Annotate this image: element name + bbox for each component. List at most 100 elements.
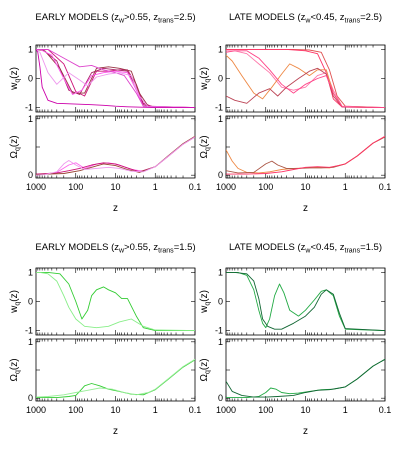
- y-axis-label-top: wq(z): [199, 67, 212, 91]
- omega-series-line-group: [36, 358, 195, 399]
- y-tick-label-top: -1: [25, 103, 33, 113]
- y-tick-label-top: -1: [215, 103, 223, 113]
- x-tick-label: 1000: [26, 182, 46, 192]
- chart-panel-2: LATE MODELS (zw<0.45, ztrans=2.5)1000 100…: [199, 12, 391, 214]
- y-tick-label-top: -1: [215, 326, 223, 336]
- x-axis-label: z: [303, 203, 308, 214]
- title-subscript: trans: [345, 248, 361, 255]
- y-axis-label-bottom: Ωq(z): [9, 358, 22, 381]
- y-tick-label-bottom: 1: [218, 114, 223, 124]
- ylabel-subscript: q: [205, 370, 212, 374]
- x-tick-label: 1000: [216, 182, 236, 192]
- omega-series-line: [226, 135, 385, 175]
- title-text: EARLY MODELS (z: [35, 12, 119, 23]
- ylabel-subscript: q: [15, 302, 22, 306]
- y-tick-label-top: 1: [28, 267, 33, 277]
- y-tick-label-top: 1: [218, 44, 223, 54]
- y-axis-label-top: wq(z): [199, 290, 212, 314]
- ylabel-rest: (z): [199, 358, 210, 370]
- x-tick-label: 0.1: [379, 405, 392, 415]
- w-series-line: [226, 271, 385, 332]
- y-tick-label-top: 0: [218, 74, 223, 84]
- ylabel-main: w: [9, 82, 20, 91]
- x-tick-label: 100: [68, 405, 83, 415]
- title-text: =1.5): [174, 242, 196, 253]
- title-subscript: w: [118, 248, 125, 255]
- x-tick-label: 10: [300, 405, 310, 415]
- w-series-line: [36, 48, 195, 109]
- title-text: LATE MODELS (z: [229, 12, 306, 23]
- ylabel-main: w: [199, 305, 210, 314]
- w-series-line: [226, 50, 385, 109]
- title-text: EARLY MODELS (z: [35, 242, 119, 253]
- title-text: <0.45, z: [310, 242, 344, 253]
- ylabel-subscript: q: [205, 79, 212, 83]
- x-tick-label: 10: [110, 405, 120, 415]
- y-tick-label-top: 1: [28, 44, 33, 54]
- chart-title: LATE MODELS (zw<0.45, ztrans=2.5): [229, 12, 382, 25]
- title-text: =1.5): [360, 242, 382, 253]
- w-series-line: [226, 271, 385, 332]
- x-tick-label: 1: [343, 405, 348, 415]
- top-plot-frame: [225, 267, 386, 336]
- w-series-line-group: [226, 48, 385, 109]
- ylabel-subscript: q: [205, 302, 212, 306]
- x-tick-label: 10: [110, 182, 120, 192]
- x-tick-label: 100: [258, 182, 273, 192]
- title-subscript: w: [118, 18, 125, 25]
- w-series-line: [36, 49, 195, 109]
- omega-series-line: [36, 358, 195, 398]
- w-series-line-group: [36, 48, 195, 109]
- ylabel-subscript: q: [15, 147, 22, 151]
- omega-series-line: [226, 358, 385, 399]
- ylabel-main: Ω: [9, 151, 20, 159]
- y-tick-label-bottom: 0: [218, 393, 223, 403]
- x-axis-label: z: [113, 426, 118, 437]
- chart-title: EARLY MODELS (zw>0.55, ztrans=1.5): [35, 242, 195, 255]
- y-tick-label-top: 0: [218, 297, 223, 307]
- omega-series-line: [36, 136, 195, 176]
- title-subscript: w: [304, 18, 311, 25]
- chart-panel-4: LATE MODELS (zw<0.45, ztrans=1.5)1000 100…: [199, 242, 391, 437]
- omega-series-line-group: [226, 135, 385, 175]
- chart-title: LATE MODELS (zw<0.45, ztrans=1.5): [229, 242, 382, 255]
- x-tick-label: 1000: [216, 405, 236, 415]
- y-axis-label-bottom: Ωq(z): [199, 135, 212, 158]
- omega-series-line-group: [36, 135, 195, 176]
- chart-panel-3: EARLY MODELS (zw>0.55, ztrans=1.5)1000 10…: [9, 242, 201, 437]
- y-axis-label-top: wq(z): [9, 67, 22, 91]
- title-subscript: trans: [158, 248, 174, 255]
- y-tick-label-bottom: 1: [218, 337, 223, 347]
- ylabel-main: w: [199, 82, 210, 91]
- title-subscript: trans: [158, 18, 174, 25]
- title-text: <0.45, z: [310, 12, 344, 23]
- ylabel-subscript: q: [15, 370, 22, 374]
- ylabel-rest: (z): [199, 67, 210, 79]
- w-series-line: [226, 54, 385, 109]
- title-subscript: trans: [345, 18, 361, 25]
- omega-series-line-group: [226, 358, 385, 399]
- omega-series-line: [226, 358, 385, 398]
- chart-panel-1: EARLY MODELS (zw>0.55, ztrans=2.5)1000 10…: [9, 12, 201, 214]
- bottom-plot-frame: [225, 115, 386, 179]
- ylabel-rest: (z): [9, 358, 20, 370]
- ylabel-rest: (z): [9, 290, 20, 302]
- ylabel-subscript: q: [15, 79, 22, 83]
- top-plot-frame: [225, 44, 386, 113]
- ylabel-rest: (z): [199, 135, 210, 147]
- y-tick-label-top: 0: [28, 297, 33, 307]
- w-series-line: [36, 49, 195, 109]
- ylabel-main: w: [9, 305, 20, 314]
- y-axis-label-top: wq(z): [9, 290, 22, 314]
- omega-series-line: [36, 136, 195, 176]
- w-series-line: [36, 48, 195, 109]
- title-text: >0.55, z: [124, 12, 158, 23]
- y-tick-label-bottom: 1: [28, 114, 33, 124]
- title-text: =2.5): [174, 12, 196, 23]
- ylabel-main: Ω: [199, 374, 210, 382]
- y-tick-label-bottom: 0: [28, 170, 33, 180]
- x-axis-label: z: [303, 426, 308, 437]
- y-tick-label-bottom: 0: [28, 393, 33, 403]
- omega-series-line: [36, 359, 195, 399]
- ylabel-main: Ω: [199, 151, 210, 159]
